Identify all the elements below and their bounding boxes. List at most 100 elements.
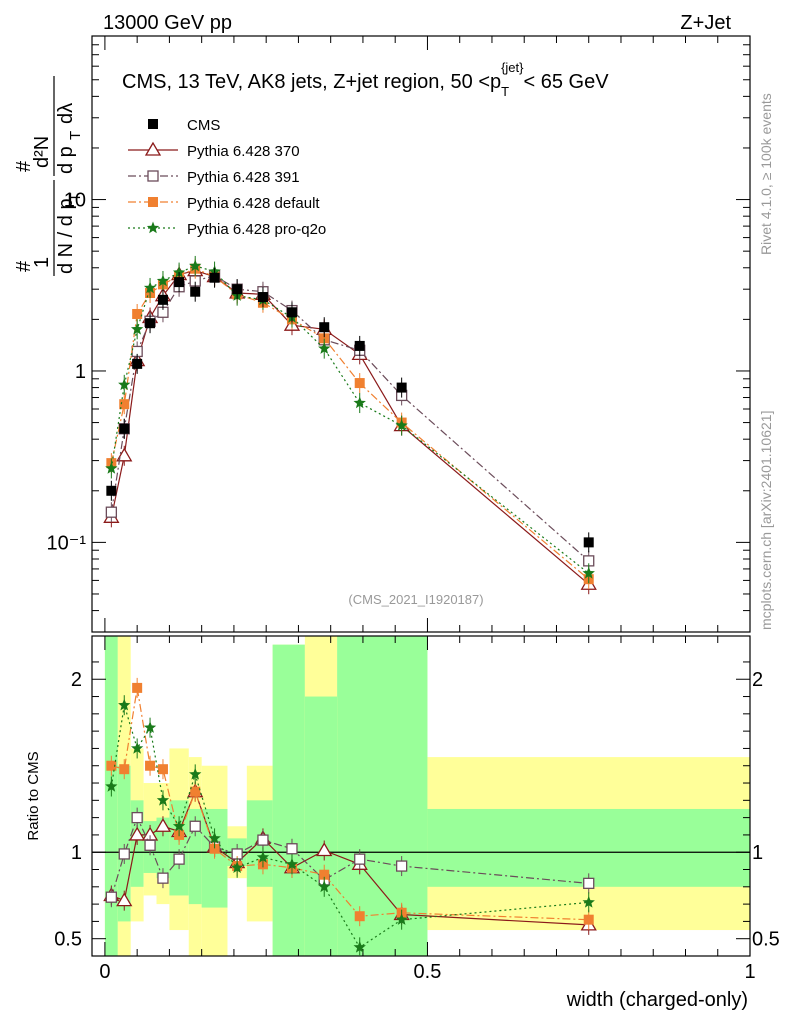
cms-point <box>145 318 156 329</box>
cms-point <box>174 277 185 288</box>
pythia-6-428-391-point <box>131 811 143 824</box>
pythia-6-428-pro-q2o-point <box>582 895 595 908</box>
y-tick-label: 10⁻¹ <box>47 532 87 554</box>
pythia-6-428-pro-q2o-point <box>172 819 186 832</box>
pythia-6-428-pro-q2o-point <box>118 698 131 711</box>
svg-text:d N / d p: d N / d p <box>55 198 77 274</box>
pythia-6-428-pro-q2o-point <box>582 566 595 579</box>
band-green <box>156 817 170 879</box>
pythia-6-428-default-point <box>119 399 130 410</box>
legend-marker <box>148 119 158 129</box>
pythia-6-428-pro-q2o-point <box>285 857 299 870</box>
legend-marker <box>146 221 160 234</box>
pythia-6-428-370-point <box>129 826 146 841</box>
cms-point <box>257 292 268 303</box>
pythia-6-428-pro-q2o-point <box>156 793 170 806</box>
legend: CMS Pythia 6.428 370 Pythia 6.428 391 Pythi… <box>128 117 326 238</box>
legend-label: Pythia 6.428 default <box>187 195 320 212</box>
pythia-6-428-pro-q2o-point <box>395 913 408 925</box>
pythia-6-428-pro-q2o-line <box>110 705 589 949</box>
pythia-6-428-pro-q2o-point <box>131 741 144 754</box>
svg-text:T: T <box>67 193 84 202</box>
pythia-6-428-pro-q2o-point <box>318 342 331 354</box>
ratio-y-tick-label-right: 1 <box>752 842 763 864</box>
pythia-6-428-370-point <box>116 447 133 462</box>
pythia-6-428-default-point <box>354 378 365 389</box>
band-green <box>169 800 189 896</box>
x-tick-label: 0.5 <box>414 961 442 983</box>
pythia-6-428-pro-q2o-point <box>189 259 202 272</box>
svg-text:dλ: dλ <box>55 103 77 124</box>
pythia-6-428-pro-q2o-point <box>143 281 157 294</box>
rivet-label: Rivet 4.1.0, ≥ 100k events <box>758 93 774 255</box>
axis-ticks <box>92 35 751 956</box>
ratio-y-tick-label-left: 0.5 <box>54 929 82 951</box>
pythia-6-428-default-point <box>319 869 330 880</box>
cms-point <box>396 382 407 393</box>
ratio-y-tick-label-right: 2 <box>752 669 763 691</box>
band-green <box>337 636 428 956</box>
tick-labels: 10⁻¹ 1 10 0 0.5 1 0.5 0.5 1 1 2 2 <box>47 190 780 983</box>
pythia-6-428-pro-q2o-point <box>208 831 221 844</box>
svg-text:#: # <box>13 160 35 172</box>
pythia-6-428-pro-q2o-point <box>156 274 170 287</box>
main-y-axis-label: # 1 d N / d p T # d²N d p T dλ <box>13 76 84 276</box>
pythia-6-428-391-point <box>118 848 130 860</box>
pythia-6-428-pro-q2o-point <box>353 940 366 953</box>
cms-point <box>319 322 330 333</box>
cms-point <box>106 485 117 496</box>
legend-marker <box>147 170 159 182</box>
svg-text:#: # <box>13 260 35 272</box>
band-green <box>104 636 118 956</box>
pythia-6-428-391-point <box>144 839 156 851</box>
cms-point <box>286 307 297 318</box>
ratio-y-axis-label: Ratio to CMS <box>25 751 42 840</box>
x-tick-label: 0 <box>99 961 110 983</box>
header-right: Z+Jet <box>680 12 731 34</box>
pythia-6-428-pro-q2o-line <box>110 265 590 574</box>
cms-point <box>132 358 143 369</box>
pythia-6-428-391-point <box>286 843 298 855</box>
header-left: 13000 GeV pp <box>103 12 232 34</box>
legend-label: CMS <box>187 117 220 134</box>
main-plot-area <box>103 255 597 595</box>
cms-point <box>190 286 201 297</box>
legend-label: Pythia 6.428 370 <box>187 143 300 160</box>
pythia-6-428-pro-q2o-point <box>105 461 118 474</box>
pythia-6-428-370-point <box>316 842 333 857</box>
pythia-6-428-default-point <box>583 914 594 925</box>
pythia-6-428-default-point <box>132 682 143 693</box>
pythia-6-428-pro-q2o-point <box>131 322 144 335</box>
cms-point <box>157 294 168 305</box>
ratio-panel-frame <box>91 635 751 957</box>
pythia-6-428-default-point <box>132 308 143 319</box>
pythia-6-428-391-point <box>583 877 595 890</box>
pythia-6-428-391-point <box>105 506 118 518</box>
pythia-6-428-default-line <box>110 268 590 580</box>
pythia-6-428-391-point <box>257 834 269 846</box>
pythia-6-428-pro-q2o-point <box>395 419 408 431</box>
pythia-6-428-default-point <box>354 911 365 922</box>
chart-title: CMS, 13 TeV, AK8 jets, Z+jet region, 50 … <box>122 60 609 99</box>
y-tick-label: 1 <box>75 361 86 383</box>
pythia-6-428-370-line <box>110 269 590 585</box>
pythia-6-428-pro-q2o-point <box>118 378 131 391</box>
pythia-6-428-default-point <box>145 760 156 771</box>
cms-point <box>209 272 220 283</box>
pythia-6-428-391-point <box>189 820 201 832</box>
ratio-plot-area <box>92 677 750 956</box>
pythia-6-428-370-point <box>116 892 133 907</box>
svg-text:T: T <box>67 131 84 140</box>
pythia-6-428-391-point <box>105 891 118 903</box>
pythia-6-428-pro-q2o-point <box>189 767 202 780</box>
pythia-6-428-pro-q2o-point <box>353 396 366 409</box>
pythia-6-428-391-point <box>395 860 408 872</box>
pythia-6-428-391-point <box>157 872 169 884</box>
pythia-6-428-default-point <box>319 333 330 344</box>
pythia-6-428-pro-q2o-point <box>256 850 270 863</box>
ratio-y-tick-label-left: 1 <box>71 842 82 864</box>
pythia-6-428-default-point <box>106 760 117 771</box>
pythia-6-428-391-point <box>354 853 366 865</box>
ratio-y-tick-label-left: 2 <box>71 669 82 691</box>
